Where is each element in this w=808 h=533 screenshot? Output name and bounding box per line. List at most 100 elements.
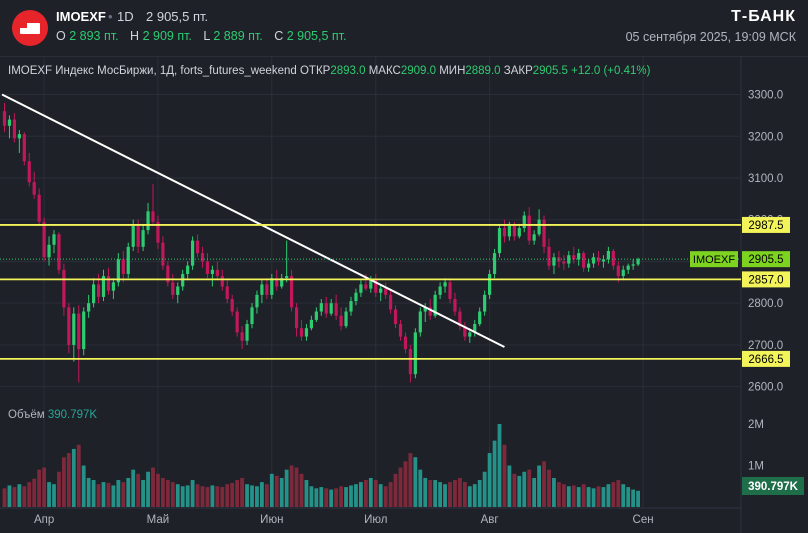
- candle-body: [136, 225, 140, 247]
- volume-bar: [423, 477, 428, 507]
- candle-body: [161, 242, 165, 266]
- volume-bar: [467, 486, 472, 507]
- volume-bar: [81, 465, 86, 507]
- candle-body: [636, 259, 640, 265]
- ohlc-close-key: C: [274, 29, 284, 43]
- volume-bar: [190, 480, 195, 507]
- volume-bar: [408, 453, 413, 507]
- volume-bar: [561, 484, 566, 507]
- candle-body: [582, 253, 586, 268]
- candle-body: [186, 265, 190, 274]
- candle-body: [389, 294, 393, 310]
- volume-bar: [507, 465, 512, 507]
- candle-body: [77, 313, 81, 350]
- volume-bar: [141, 480, 145, 507]
- timeframe-label[interactable]: 1D: [117, 9, 134, 24]
- volume-bar: [106, 482, 111, 507]
- volume-bar: [393, 473, 398, 507]
- volume-bar: [359, 482, 363, 507]
- volume-value-tag: [742, 477, 804, 495]
- volume-bar: [151, 467, 155, 507]
- candle-body: [339, 315, 343, 327]
- candle-body: [250, 307, 254, 325]
- candle-body: [52, 234, 56, 245]
- candle-body: [379, 288, 383, 293]
- volume-bar: [2, 488, 7, 507]
- volume-bar: [165, 480, 170, 507]
- volume-bar: [240, 477, 244, 507]
- candle-body: [517, 228, 521, 237]
- volume-bar: [428, 480, 433, 507]
- candle-body: [290, 276, 294, 308]
- volume-bar: [284, 469, 289, 507]
- volume-bar: [571, 485, 576, 507]
- instrument-header: IMOEXF • 1D 2 905,5 пт. O 2 893 пт. H 2 …: [0, 0, 808, 56]
- volume-bar: [126, 477, 131, 507]
- x-tick-label: Июн: [260, 514, 283, 526]
- candle-body: [606, 251, 610, 260]
- volume-bar: [289, 465, 294, 507]
- candle-body: [631, 264, 635, 266]
- ticker-symbol[interactable]: IMOEXF: [56, 9, 106, 24]
- volume-bar: [116, 480, 121, 507]
- volume-bar: [136, 473, 141, 507]
- candle-body: [458, 311, 462, 327]
- level-price-label: 2666.5: [748, 354, 783, 366]
- candle-body: [210, 269, 214, 274]
- candle-body: [587, 263, 591, 268]
- volume-legend: Объём 390.797K: [8, 409, 97, 421]
- candle-body: [131, 225, 135, 247]
- legend-low-label: МИН: [439, 65, 466, 77]
- ohlc-open-value: 2 893 пт.: [69, 29, 119, 43]
- candle-body: [205, 261, 210, 274]
- volume-bar: [418, 469, 423, 507]
- volume-bar: [294, 467, 299, 507]
- candle-body: [146, 211, 150, 231]
- volume-bar: [314, 488, 319, 507]
- candle-body: [7, 119, 12, 126]
- candle-body: [309, 319, 313, 329]
- ohlc-close-value: 2 905,5 пт.: [286, 29, 347, 43]
- candle-body: [443, 282, 447, 287]
- candle-body: [106, 276, 111, 291]
- volume-bar: [180, 486, 185, 507]
- volume-bar: [22, 486, 27, 507]
- candle-body: [200, 253, 205, 262]
- volume-bar: [512, 473, 517, 507]
- volume-bar: [527, 469, 532, 507]
- volume-bar: [225, 484, 230, 507]
- trend-line: [1, 93, 505, 348]
- candle-body: [319, 303, 323, 312]
- current-price-label: 2905.5: [748, 254, 783, 266]
- volume-bar: [279, 477, 284, 507]
- candle-body: [502, 228, 507, 237]
- candle-body: [527, 215, 531, 241]
- volume-bar: [458, 477, 462, 507]
- volume-bar: [185, 485, 190, 507]
- volume-bar: [304, 480, 309, 507]
- volume-bar: [378, 484, 383, 507]
- current-price-tag: [742, 251, 790, 268]
- volume-bar: [91, 480, 96, 507]
- volume-bar: [17, 484, 22, 507]
- volume-value: 390.797K: [47, 409, 98, 421]
- candle-body: [2, 111, 7, 126]
- candle-body: [374, 280, 378, 293]
- candle-body: [334, 303, 338, 316]
- x-tick-label: Апр: [34, 514, 54, 526]
- volume-bar: [329, 489, 334, 507]
- volume-bar: [235, 480, 240, 507]
- candle-body: [116, 259, 120, 283]
- volume-bar: [349, 485, 353, 507]
- candle-body: [547, 246, 551, 266]
- ohlc-summary: O 2 893 пт. H 2 909 пт. L 2 889 пт. C 2 …: [56, 29, 354, 43]
- volume-bar: [245, 484, 249, 507]
- candle-body: [364, 284, 368, 289]
- volume-bar: [462, 482, 467, 507]
- volume-bar: [453, 480, 457, 507]
- volume-bar: [101, 482, 106, 507]
- header-price: 2 905,5 пт.: [146, 9, 209, 24]
- volume-bar: [42, 467, 46, 507]
- x-tick-label: Май: [147, 514, 170, 526]
